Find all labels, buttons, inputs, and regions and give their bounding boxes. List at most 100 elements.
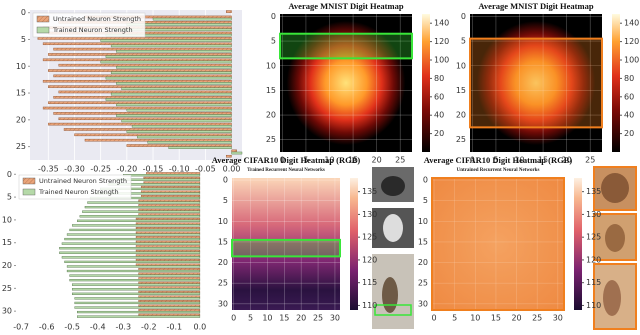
bar — [42, 42, 232, 46]
heatmap-image — [432, 178, 564, 310]
bar — [138, 277, 201, 280]
bar — [121, 119, 232, 123]
thumbnails-untrained — [593, 166, 637, 330]
bar — [126, 130, 232, 133]
bar — [138, 309, 201, 312]
colorbar-tick-label: 135 — [586, 187, 601, 196]
y-tick-label: 15 — [418, 237, 428, 246]
heatmap-image — [470, 14, 602, 152]
legend-swatch — [22, 188, 36, 196]
colorbar-tick-label: 140 — [434, 19, 449, 28]
bar — [59, 251, 201, 254]
thumbnails-trained — [372, 167, 414, 329]
y-tick-label: 10 — [456, 61, 466, 70]
bar — [135, 254, 201, 257]
x-tick-label: 30 — [330, 314, 340, 323]
bar — [48, 122, 232, 126]
legend-swatch — [22, 177, 36, 185]
bar — [69, 228, 201, 232]
bar — [147, 141, 232, 144]
legend-label: Trained Neuron Strength — [52, 26, 133, 34]
bar — [146, 172, 201, 175]
colorbar-tick-label: 100 — [434, 56, 449, 65]
bar — [100, 39, 232, 42]
x-tick-label: 0.0 — [194, 323, 207, 332]
y-tick-label: 15 — [16, 89, 26, 98]
colorbar — [422, 14, 430, 152]
x-tick-label: 15 — [279, 314, 289, 323]
x-tick-label: 20 — [562, 156, 572, 165]
y-tick-label: 20 — [16, 115, 26, 124]
y-tick-label: 0 — [223, 176, 228, 185]
bar — [138, 199, 201, 202]
bar — [58, 117, 232, 121]
bar — [138, 281, 201, 284]
bar — [42, 58, 232, 62]
colorbar-tick-label: 115 — [362, 278, 377, 287]
x-tick-label: 5 — [493, 156, 498, 165]
x-tick-label: 15 — [538, 156, 548, 165]
bar — [138, 290, 201, 294]
highlight-box — [231, 238, 341, 258]
bar — [42, 106, 232, 110]
legend-label: Untrained Neuron Strength — [53, 15, 141, 23]
y-tick-label: 10 — [16, 62, 26, 71]
bar — [123, 174, 201, 177]
y-tick-label: 0 — [423, 176, 428, 185]
bar — [71, 283, 201, 286]
bar — [66, 265, 201, 268]
x-tick-label: 0 — [280, 156, 285, 165]
legend-label: Trained Neuron Strength — [38, 188, 119, 196]
bar — [71, 224, 201, 227]
colorbar-tick-label: 40 — [624, 111, 634, 120]
y-tick-label: 20 — [266, 111, 276, 120]
bar — [77, 219, 201, 222]
y-tick-label: 5 — [7, 193, 12, 202]
y-tick-label: 15 — [266, 86, 276, 95]
x-tick-label: -0.1 — [167, 323, 183, 332]
bar — [131, 124, 232, 128]
colorbar — [612, 14, 620, 152]
bar — [66, 269, 201, 273]
heatmap-image — [232, 178, 340, 310]
legend-swatch — [36, 26, 50, 34]
bar — [152, 17, 232, 21]
colorbar-tick-label: 110 — [362, 301, 377, 310]
bar — [71, 288, 201, 291]
colorbar-tick-label: 110 — [586, 301, 601, 310]
x-tick-label: 10 — [514, 156, 524, 165]
colorbar-tick-label: 120 — [434, 37, 449, 46]
bar — [135, 236, 201, 239]
y-tick-label: 0 — [271, 12, 276, 21]
colorbar-tick-label: 120 — [362, 255, 377, 264]
y-tick-label: 5 — [423, 196, 428, 205]
x-tick-label: -0.5 — [64, 323, 80, 332]
bar — [48, 101, 232, 104]
colorbar — [350, 178, 358, 310]
bar — [138, 272, 201, 275]
colorbar-tick-label: 100 — [624, 56, 639, 65]
bar — [135, 231, 201, 234]
colorbar-tick-label: 60 — [434, 92, 444, 101]
highlight-box — [469, 37, 603, 129]
legend-swatch — [36, 15, 50, 23]
bar — [140, 195, 201, 198]
y-tick-label: 5 — [223, 196, 228, 205]
bar — [74, 306, 201, 309]
bar — [116, 66, 232, 69]
bar — [143, 181, 201, 184]
bar — [116, 103, 232, 107]
highlight-box — [431, 177, 565, 311]
chart-subtitle: Untrained Recurrent Neural Networks — [457, 168, 540, 173]
x-tick-label: -0.10 — [169, 165, 190, 174]
bar — [116, 49, 232, 53]
colorbar-tick-label: 40 — [434, 111, 444, 120]
y-tick-label: 30 — [2, 307, 12, 316]
y-tick-label: 5 — [21, 35, 26, 44]
bar — [135, 249, 201, 253]
bar — [168, 146, 232, 149]
bar — [77, 310, 201, 314]
bar — [231, 149, 237, 153]
x-tick-label: 25 — [585, 156, 595, 165]
